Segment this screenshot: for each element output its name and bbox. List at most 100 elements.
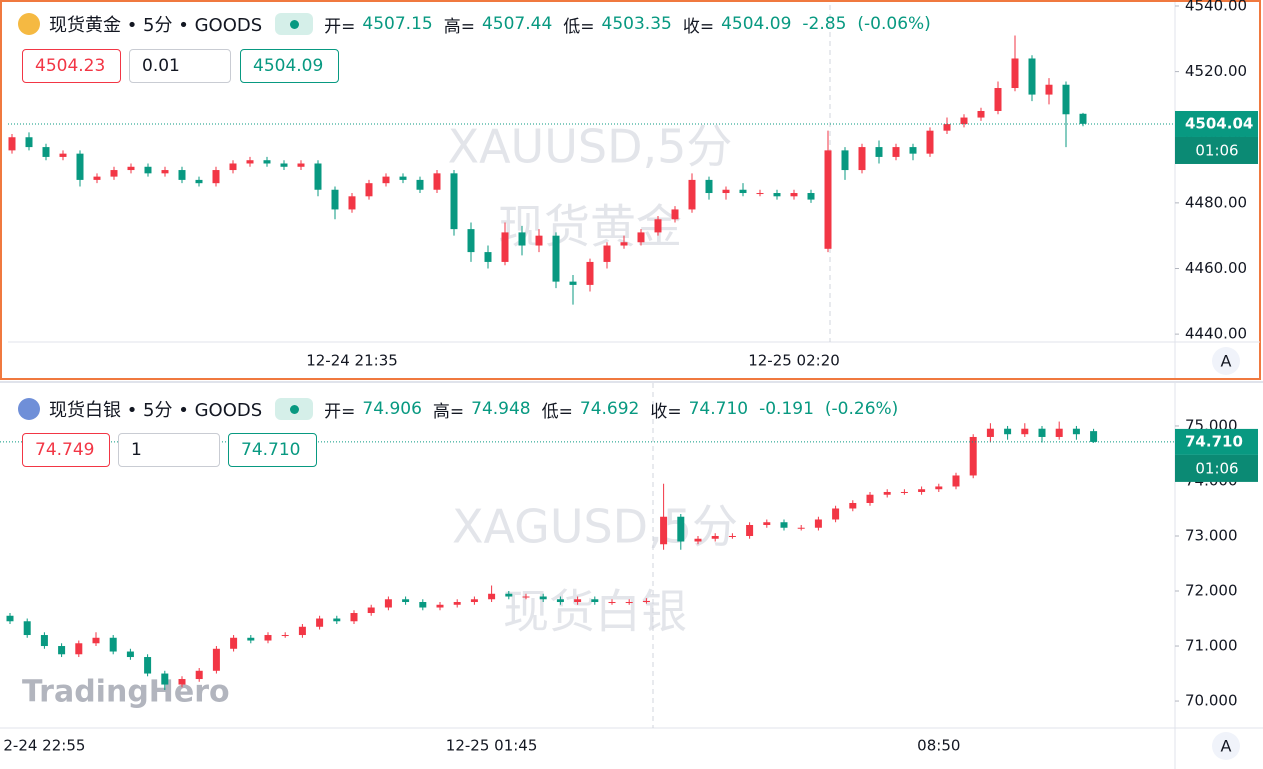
candle-body (677, 516, 685, 542)
legend: 现货白银 • 5分 • GOODS 开= 74.906 高= 74.948 低= 74… (18, 396, 902, 422)
y-tick-label: 71.000 (1185, 637, 1238, 655)
candle-body (93, 176, 101, 180)
scale-button[interactable] (1212, 732, 1240, 760)
candle-body (790, 193, 798, 197)
candle-body (230, 637, 238, 649)
candle-body (264, 635, 272, 641)
gold-chart: XAUUSD,5分 现货黄金 4440.004460.004480.004500… (0, 0, 1261, 380)
candle-body (40, 635, 48, 647)
candle-body (23, 621, 31, 636)
candle-body (76, 153, 84, 180)
change-pct: (-0.06%) (857, 14, 931, 34)
candle-body (92, 637, 100, 644)
candle-body (883, 491, 891, 495)
candle-body (637, 232, 645, 243)
sell-button[interactable]: 74.749 (22, 433, 110, 467)
candle-body (711, 535, 719, 539)
ohlc-label: 高= (432, 401, 465, 422)
buy-button[interactable]: 4504.09 (240, 49, 339, 83)
candle-body (671, 209, 679, 220)
last-price-box (1175, 428, 1258, 455)
last-price-label: 74.710 (1185, 432, 1243, 450)
candle-body (1079, 113, 1087, 124)
scale-button-label: A (1221, 737, 1232, 756)
candle-body (281, 635, 289, 637)
candle-body (952, 475, 960, 487)
candle-body (841, 150, 849, 171)
candle-body (1038, 428, 1046, 437)
candle-body (763, 522, 771, 525)
candle-body (501, 232, 509, 262)
y-tick-label: 73.000 (1185, 526, 1238, 544)
y-tick-label: 4540.00 (1185, 0, 1247, 14)
candle-body (382, 176, 390, 184)
candle-body (246, 160, 254, 164)
candle-body (144, 166, 152, 174)
y-tick-label: 70.000 (1185, 692, 1238, 710)
candle-body (892, 147, 900, 157)
ohlc-label: 低= (563, 16, 595, 37)
candle-body (280, 163, 288, 167)
candle-body (1028, 58, 1036, 95)
symbol-title: 现货白银 • 5分 • GOODS (49, 400, 263, 421)
gold-panel: XAUUSD,5分 现货黄金 4440.004460.004480.004500… (0, 0, 1263, 381)
candle-body (960, 117, 968, 125)
candle-body (453, 602, 461, 605)
candle-body (436, 604, 444, 608)
candle-body (849, 502, 857, 509)
x-tick-label: 12-24 21:35 (306, 352, 398, 370)
change-pct: (-0.26%) (824, 399, 899, 419)
status-pill[interactable] (275, 13, 314, 35)
candle-body (433, 173, 441, 190)
x-tick-label: 12-25 02:20 (748, 352, 840, 370)
candle-body (535, 235, 543, 246)
watermark: XAGUSD,5分 (452, 500, 738, 554)
candle-body (195, 179, 203, 184)
candle-body (722, 189, 730, 194)
candle-body (591, 599, 599, 603)
scale-button[interactable] (1212, 347, 1240, 375)
countdown-box (1175, 136, 1258, 164)
candle-body (178, 170, 186, 180)
sell-button[interactable]: 4504.23 (22, 49, 121, 83)
status-pill[interactable] (275, 398, 314, 420)
ohlc-label: 开= (324, 16, 356, 37)
quantity-input[interactable]: 1 (118, 433, 220, 467)
ohlc-label: 开= (324, 401, 356, 422)
candle-body (350, 613, 358, 622)
candle-body (866, 494, 874, 503)
candle-body (728, 535, 736, 537)
candle-body (297, 163, 305, 167)
candle-body (1055, 428, 1063, 437)
candle-body (399, 176, 407, 180)
candle-body (756, 193, 764, 195)
candle-body (780, 522, 788, 528)
candle-body (384, 599, 392, 608)
panel-divider (0, 381, 1263, 383)
candle-body (814, 519, 822, 528)
silver-panel: XAGUSD,5分 现货白银 TradingHero 70.000 71.000 7… (0, 383, 1263, 769)
watermark: 现货黄金 (498, 200, 682, 254)
quantity-input[interactable]: 0.01 (129, 49, 231, 83)
candle-body (331, 189, 339, 210)
candle-body (59, 153, 67, 157)
candle-body (832, 508, 840, 520)
candle-body (229, 163, 237, 171)
ohlc-label: 收= (682, 16, 715, 37)
candle-body (1072, 428, 1080, 435)
candle-body (402, 599, 410, 603)
candle-body (470, 599, 478, 603)
candle-body (935, 486, 943, 490)
candle-body (556, 599, 564, 603)
candle-body (109, 637, 117, 652)
candle-body (450, 173, 458, 230)
candle-body (8, 137, 16, 151)
candle-body (58, 646, 66, 655)
candle-body (739, 189, 747, 194)
last-price-label: 4504.04 (1185, 114, 1253, 132)
candle-body (824, 150, 832, 249)
candle-body (620, 242, 628, 246)
candle-body (488, 593, 496, 600)
change: -0.191 (759, 399, 814, 419)
buy-button[interactable]: 74.710 (228, 433, 317, 467)
